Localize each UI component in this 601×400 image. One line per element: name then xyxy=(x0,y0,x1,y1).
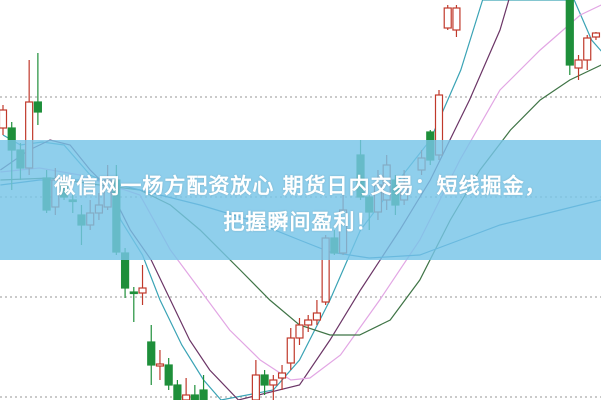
candle-up xyxy=(138,265,147,305)
candle-body xyxy=(199,389,208,400)
candle-body xyxy=(583,37,592,61)
title-banner: 微信网一杨方配资放心 期货日内交易：短线掘金， 把握瞬间盈利！ xyxy=(0,140,601,260)
banner-title-line1: 微信网一杨方配资放心 期货日内交易：短线掘金， xyxy=(54,174,547,198)
candle-body xyxy=(173,384,182,400)
candle-up xyxy=(182,378,191,400)
candle-down xyxy=(33,53,42,125)
candle-down xyxy=(129,287,138,322)
candle-body xyxy=(304,319,313,326)
candle-up xyxy=(286,328,295,370)
candle-up xyxy=(443,5,452,30)
candle-up xyxy=(312,300,322,325)
candle-up xyxy=(269,375,278,400)
candle-up xyxy=(0,105,8,135)
candle-down xyxy=(190,385,199,400)
candle-body xyxy=(182,394,191,400)
candle-up xyxy=(304,315,313,332)
candle-body xyxy=(591,32,601,38)
candle-up xyxy=(251,360,260,400)
candle-body xyxy=(452,7,461,31)
candle-down xyxy=(199,375,208,400)
candle-body xyxy=(33,101,42,113)
candle-body xyxy=(286,337,295,364)
candle-body xyxy=(129,291,138,295)
candle-body xyxy=(277,372,287,379)
candle-up xyxy=(583,35,592,70)
candle-body xyxy=(190,394,199,400)
candle-body xyxy=(312,312,322,321)
candle-body xyxy=(164,364,173,386)
candle-down xyxy=(147,325,156,385)
candle-body xyxy=(138,287,147,294)
candle-body xyxy=(251,374,260,400)
candle-down xyxy=(164,358,173,390)
candle-body xyxy=(574,59,583,69)
candle-up xyxy=(295,318,304,345)
candle-up xyxy=(277,365,287,390)
candle-body xyxy=(443,7,452,29)
banner-title-line2: 把握瞬间盈利！ xyxy=(223,210,378,234)
candle-body xyxy=(565,0,574,66)
candle-body xyxy=(295,324,304,339)
candle-body xyxy=(147,341,156,366)
candle-body xyxy=(155,363,165,367)
candle-up xyxy=(452,5,461,37)
candle-down xyxy=(173,380,182,400)
candle-up xyxy=(155,350,165,380)
candle-down xyxy=(260,370,269,395)
candle-up xyxy=(591,32,601,40)
candle-down xyxy=(565,0,574,75)
candle-up xyxy=(574,55,583,80)
candle-body xyxy=(269,379,278,386)
candle-body xyxy=(260,374,269,386)
candle-body xyxy=(0,109,8,129)
